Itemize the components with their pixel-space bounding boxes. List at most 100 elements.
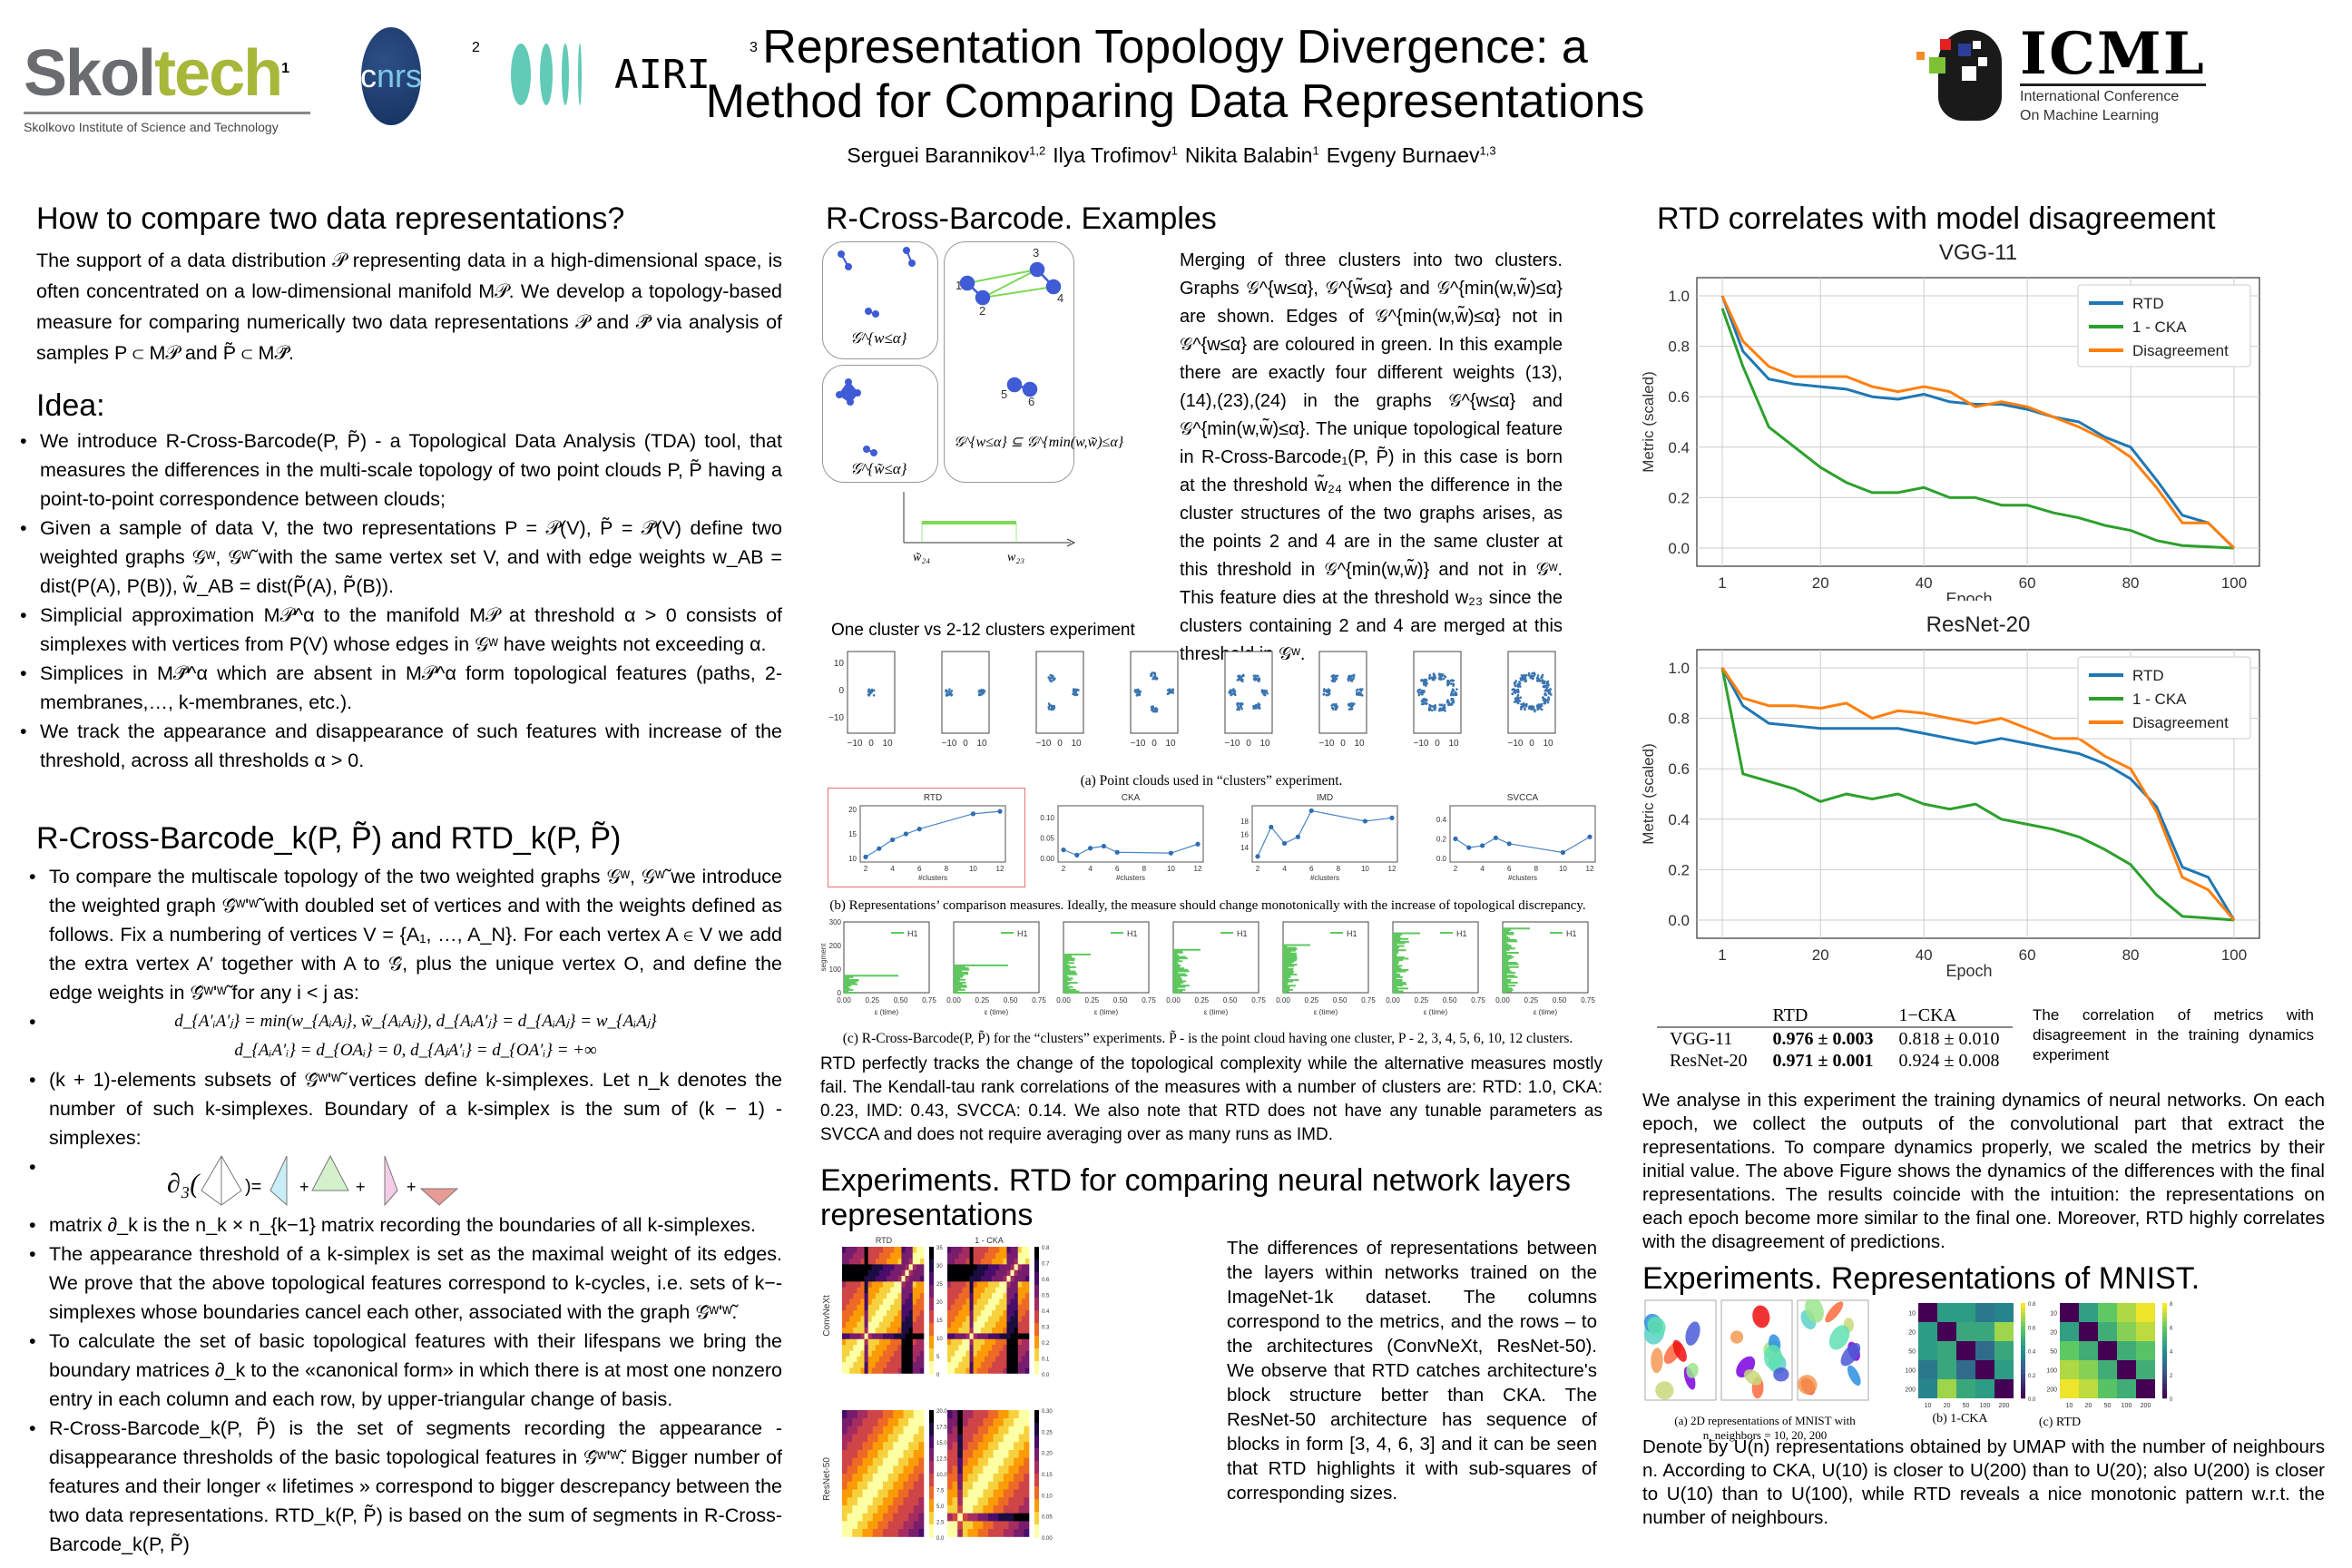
point-cloud-plot: −10 0 10 — [1130, 651, 1179, 749]
author: Ilya Trofimov1 — [1053, 143, 1178, 167]
x-tick-label: 10 — [1165, 739, 1176, 749]
heatmap-cell — [875, 1356, 880, 1363]
scatter-point — [1527, 671, 1531, 675]
node-label: 2 — [979, 304, 985, 318]
heatmap-cell — [860, 1367, 865, 1374]
y-axis-label: Metric (scaled) — [1640, 743, 1657, 844]
heatmap-grid: RTD 1 - CKAConvNeXtResNet-500510152025303… — [822, 1236, 1053, 1542]
data-point — [1282, 840, 1288, 847]
colorbar-segment — [2021, 1350, 2025, 1356]
heatmap-cell — [887, 1338, 891, 1346]
heatmap-cell — [901, 1356, 906, 1363]
colorbar-label: 0.4 — [2028, 1350, 2036, 1356]
heatmap-cell — [992, 1356, 996, 1363]
heatmap-cell — [967, 1528, 974, 1537]
heatmap-cell — [875, 1344, 880, 1351]
mnist-heatmap — [1918, 1303, 2014, 1398]
heatmap-cell — [846, 1321, 850, 1328]
heatmap-cell — [867, 1410, 874, 1419]
heatmap-cell — [897, 1247, 902, 1253]
heatmap-cell — [965, 1361, 970, 1368]
heatmap-cell — [983, 1504, 989, 1514]
heatmap-cell — [872, 1434, 878, 1443]
colorbar-label: 7.5 — [936, 1489, 945, 1494]
heatmap-cell — [853, 1281, 858, 1288]
heatmap-cell — [908, 1489, 915, 1498]
colorbar-label: 15.0 — [936, 1441, 947, 1446]
heatmap-cell — [2060, 1360, 2079, 1379]
heatmap-cell — [864, 1252, 868, 1259]
heatmap-cell — [988, 1449, 994, 1458]
heatmap-cell — [983, 1457, 989, 1466]
heatmap-cell — [957, 1465, 964, 1475]
icml-logo: ICML International Conference On Machine… — [1913, 25, 2206, 124]
face-red-icon — [419, 1188, 459, 1206]
heatmap-cell — [842, 1269, 847, 1277]
heatmap-cell — [852, 1426, 858, 1435]
heatmap-cell — [860, 1258, 865, 1265]
x-tick-label: 0.50 — [894, 996, 908, 1004]
heatmap-cell — [857, 1309, 861, 1317]
heatmap-cell — [918, 1441, 925, 1450]
scatter-point — [1524, 680, 1528, 682]
heatmap-cell — [1003, 1275, 1007, 1282]
heatmap-cell — [875, 1269, 880, 1277]
legend-label: H1 — [1456, 929, 1467, 938]
scatter-point — [950, 690, 954, 692]
y-tick-label: 0.0 — [1668, 912, 1690, 929]
heatmap-cell — [916, 1304, 921, 1311]
heatmap-cell — [1008, 1434, 1014, 1443]
section-heading-layers: Experiments. RTD for comparing neural ne… — [820, 1163, 1572, 1232]
heatmap-cell — [988, 1269, 993, 1277]
heatmap-cell — [849, 1316, 854, 1322]
scatter-point — [1442, 677, 1446, 681]
scatter-point — [1322, 690, 1326, 693]
heatmap-cell — [847, 1417, 853, 1426]
heatmap-cell — [875, 1304, 880, 1311]
heatmap-cell — [857, 1287, 861, 1294]
scatter-point — [867, 691, 870, 693]
scatter-point — [1230, 693, 1232, 697]
scatter-point — [1428, 673, 1432, 677]
scatter-point — [1074, 691, 1078, 693]
heatmap-cell — [890, 1316, 895, 1322]
scatter-point — [1230, 689, 1233, 692]
heatmap-cell — [2079, 1322, 2098, 1341]
heatmap-cell — [962, 1528, 968, 1537]
heatmap-cell — [984, 1304, 989, 1311]
heatmap-cell — [967, 1441, 974, 1450]
heatmap-cell — [993, 1489, 999, 1498]
table-caption: The correlation of metrics with disagree… — [2033, 1006, 2314, 1063]
heatmap-cell — [947, 1417, 953, 1426]
scatter-point — [1238, 708, 1240, 711]
heatmap-cell — [901, 1252, 906, 1259]
heatmap-cell — [887, 1434, 894, 1443]
heatmap-cell — [908, 1304, 914, 1311]
heatmap-cell — [969, 1304, 974, 1311]
scatter-point — [1535, 704, 1539, 707]
scatter-point — [1359, 692, 1363, 696]
heatmap-cell — [903, 1465, 909, 1475]
point-cloud-plot: −10 0 10 — [1035, 651, 1084, 749]
heatmap-cell — [872, 1504, 878, 1514]
heatmap-cell — [878, 1309, 884, 1317]
heatmap-cell — [913, 1434, 919, 1443]
scatter-point — [1511, 688, 1514, 691]
heatmap-cell — [864, 1333, 868, 1339]
heatmap-cell — [871, 1269, 877, 1277]
heatmap-cell — [901, 1258, 906, 1265]
heatmap-cell — [1006, 1333, 1011, 1339]
heatmap-cell — [908, 1338, 914, 1346]
heatmap-cell — [984, 1316, 989, 1322]
heatmap-cell — [976, 1338, 982, 1346]
heatmap-cell — [992, 1275, 996, 1282]
y-tick-label: −10 — [828, 713, 844, 723]
x-tick-label: 10 — [1167, 865, 1175, 873]
heatmap-cell — [903, 1426, 909, 1435]
colorbar-segment — [2162, 1327, 2167, 1332]
heatmap-cell — [998, 1496, 1004, 1505]
heatmap-cell — [984, 1367, 989, 1374]
heatmap-cell — [908, 1441, 915, 1450]
heatmap-cell — [857, 1264, 861, 1270]
